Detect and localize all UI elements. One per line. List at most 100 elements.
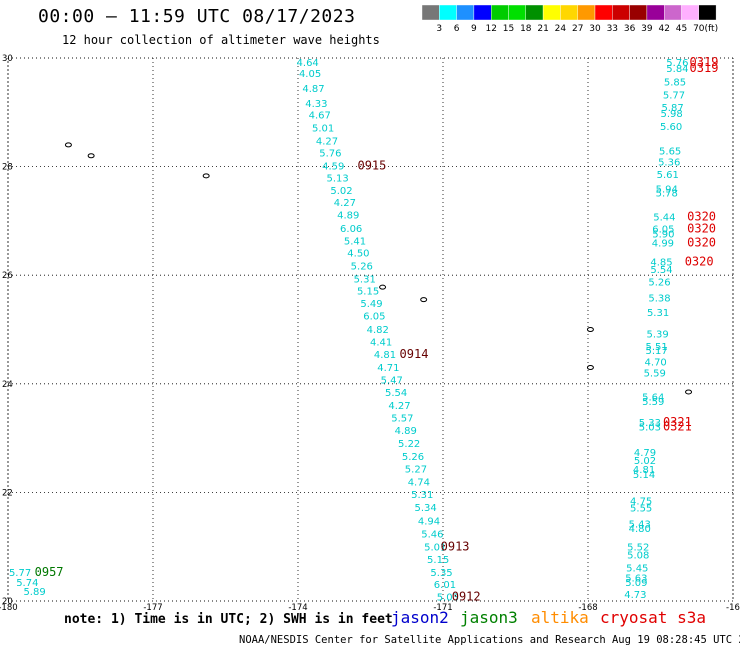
pass-time-label: 0319	[690, 61, 719, 75]
colorbar-tick-label: 3	[436, 24, 442, 34]
wave-height-value: 5.39	[646, 329, 668, 340]
wave-height-value: 5.57	[391, 413, 413, 424]
wave-height-value: 5.17	[646, 346, 668, 357]
wave-height-value: 5.55	[630, 504, 652, 515]
wave-height-value: 5.09	[625, 578, 647, 589]
wave-height-value: 5.02	[634, 456, 656, 467]
pass-time-label: 0319	[690, 55, 719, 69]
colorbar-tick-label: 36	[624, 24, 636, 34]
credits-footer: NOAA/NESDIS Center for Satellite Applica…	[239, 634, 740, 646]
wave-height-value: 5.89	[23, 587, 45, 598]
wave-height-value: 5.14	[633, 470, 655, 481]
pass-time-label: 0913	[441, 540, 470, 554]
island-outline	[685, 389, 693, 395]
colorbar-tick-label: 39	[641, 24, 653, 34]
wave-height-value: 5.31	[411, 490, 433, 501]
wave-height-value: 4.87	[302, 84, 324, 95]
wave-height-value: 4.94	[418, 517, 440, 528]
wave-height-value: 5.76	[666, 58, 688, 69]
wave-height-value: 5.03	[437, 593, 459, 604]
wave-height-value: 4.89	[395, 426, 417, 437]
wave-height-value: 4.80	[629, 524, 651, 535]
wave-height-value: 6.05	[363, 311, 385, 322]
colorbar-tick-label: 33	[607, 24, 618, 34]
pass-time-label: 0912	[452, 590, 481, 604]
pass-time-label: 0321	[663, 415, 692, 429]
wave-height-value: 4.75	[630, 497, 652, 508]
wave-height-value: 5.34	[414, 503, 436, 514]
wave-height-value: 5.78	[656, 189, 678, 200]
wave-height-value: 4.89	[337, 210, 359, 221]
wave-height-value: 5.15	[427, 555, 449, 566]
colorbar-tick-label: 27	[572, 24, 583, 34]
colorbar-tick-label: 12	[485, 24, 496, 34]
wave-height-value: 5.22	[398, 439, 420, 450]
wave-height-value: 5.15	[357, 286, 379, 297]
colorbar-tick-label: 15	[503, 24, 514, 34]
wave-height-value: 4.59	[322, 162, 344, 173]
wave-height-value: 5.76	[319, 148, 341, 159]
wave-height-value: 5.54	[385, 388, 407, 399]
wave-height-value: 5.26	[402, 452, 424, 463]
wave-height-value: 5.27	[405, 465, 427, 476]
colorbar-tick-label: 30	[589, 24, 601, 34]
island-outline	[420, 297, 428, 303]
wave-height-value: 4.74	[408, 478, 430, 489]
wave-height-value: 5.98	[660, 109, 682, 120]
wave-height-value: 5.90	[652, 229, 674, 240]
wave-height-value: 5.63	[625, 574, 647, 585]
wave-height-value: 4.71	[377, 363, 399, 374]
plot-frame	[7, 57, 734, 602]
lat-tick-label: 28	[2, 163, 13, 173]
wave-height-value: 5.61	[657, 170, 679, 181]
wave-height-value: 5.36	[658, 158, 680, 169]
axis-tick-labels: -180 -177 -174 -171 -168 -16 30 28 26 24 22 20	[0, 54, 740, 613]
wave-height-tracks: 5.775.745.894.644.054.874.334.675.014.27…	[9, 58, 689, 604]
wave-height-value: 4.73	[624, 590, 646, 601]
wave-height-value: 4.79	[634, 448, 656, 459]
pass-time-label: 0321	[663, 420, 692, 434]
lat-tick-label: 22	[2, 488, 13, 498]
map-title: 00:00 – 11:59 UTC 08/17/2023	[38, 6, 356, 27]
legend-jason2: jason2	[391, 608, 449, 627]
wave-height-value: 4.81	[633, 465, 655, 476]
wave-height-value: 4.27	[388, 401, 410, 412]
lat-tick-label: 30	[2, 54, 13, 64]
wave-height-value: 5.77	[9, 568, 31, 579]
wave-height-value: 4.70	[645, 358, 667, 369]
wave-height-value: 5.46	[421, 530, 443, 541]
legend-jason3: jason3	[460, 608, 518, 627]
pass-time-label: 0320	[685, 255, 714, 269]
wave-height-value: 4.27	[334, 198, 356, 209]
lon-tick-label: -174	[288, 603, 307, 613]
colorbar-tick-label: 21	[537, 24, 548, 34]
wave-height-value: 5.47	[381, 375, 403, 386]
wave-height-value: 5.84	[666, 64, 688, 75]
wave-height-value: 6.05	[652, 225, 674, 236]
island-outline	[64, 142, 72, 148]
lat-lon-grid	[7, 57, 734, 602]
wave-height-value: 5.13	[327, 173, 349, 184]
map-subtitle: 12 hour collection of altimeter wave hei…	[62, 33, 380, 47]
island-outlines	[64, 142, 693, 395]
colorbar-tick-label: 24	[555, 24, 567, 34]
island-outline	[586, 365, 594, 371]
wave-height-value: 5.33	[639, 418, 661, 429]
colorbar-unit-label: (ft)	[705, 24, 719, 34]
wave-height-value: 5.45	[626, 563, 648, 574]
wave-height-value: 5.77	[663, 90, 685, 101]
island-outline	[586, 327, 594, 332]
wave-height-value: 5.01	[424, 543, 446, 554]
wave-height-value: 5.85	[664, 77, 686, 88]
colorbar-tick-label: 9	[471, 24, 477, 34]
legend-cryosat-s3a: cryosat s3a	[600, 608, 706, 627]
colorbar-swatch	[698, 5, 717, 21]
wave-height-value: 4.33	[305, 99, 327, 110]
wave-height-value: 5.08	[627, 550, 649, 561]
wave-height-value: 5.26	[351, 261, 373, 272]
wave-height-value: 5.87	[661, 103, 683, 114]
units-note: note: 1) Time is in UTC; 2) SWH is in fe…	[64, 612, 393, 627]
lon-tick-label: -168	[578, 603, 597, 613]
wave-height-value: 5.26	[648, 278, 670, 289]
wave-height-value: 5.31	[647, 308, 669, 319]
